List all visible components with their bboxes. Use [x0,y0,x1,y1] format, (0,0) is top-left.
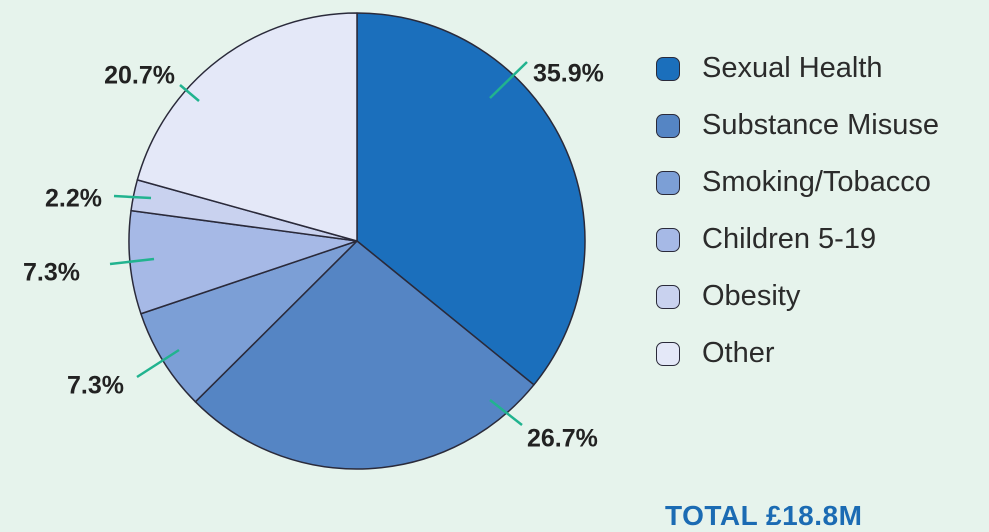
legend-label: Children 5-19 [702,223,877,255]
legend-item-sexual-health: Sexual Health [656,40,939,97]
total-label: TOTAL £18.8M [665,500,863,531]
legend-item-smoking-tobacco: Smoking/Tobacco [656,154,939,211]
data-label: 7.3% [23,259,80,287]
pie-slice-sexual-health [356,12,586,386]
data-label: 20.7% [104,62,175,90]
leader-line [179,84,200,102]
leader-line [136,348,180,379]
data-label: 35.9% [533,60,604,88]
pie-slice-other [136,12,358,242]
legend-item-other: Other [656,325,939,382]
legend-swatch [656,113,680,138]
legend-label: Obesity [702,280,801,312]
pie-slice-substance-misuse [194,240,535,470]
legend-label: Substance Misuse [702,109,939,141]
legend-swatch [656,170,680,195]
leader-line [489,61,528,99]
legend-swatch [656,56,680,81]
leader-line [113,194,152,200]
legend-label: Sexual Health [702,52,883,84]
legend-swatch [656,284,680,309]
leader-line [109,257,155,266]
legend-label: Smoking/Tobacco [702,166,931,198]
data-label: 7.3% [67,372,124,400]
legend-swatch [656,341,680,366]
legend: Sexual Health Substance Misuse Smoking/T… [656,40,939,382]
legend-swatch [656,227,680,252]
leader-line [489,399,523,426]
legend-label: Other [702,337,775,369]
legend-item-obesity: Obesity [656,268,939,325]
data-label: 26.7% [527,425,598,453]
data-label: 2.2% [45,185,102,213]
legend-item-substance-misuse: Substance Misuse [656,97,939,154]
legend-item-children-5-19: Children 5-19 [656,211,939,268]
